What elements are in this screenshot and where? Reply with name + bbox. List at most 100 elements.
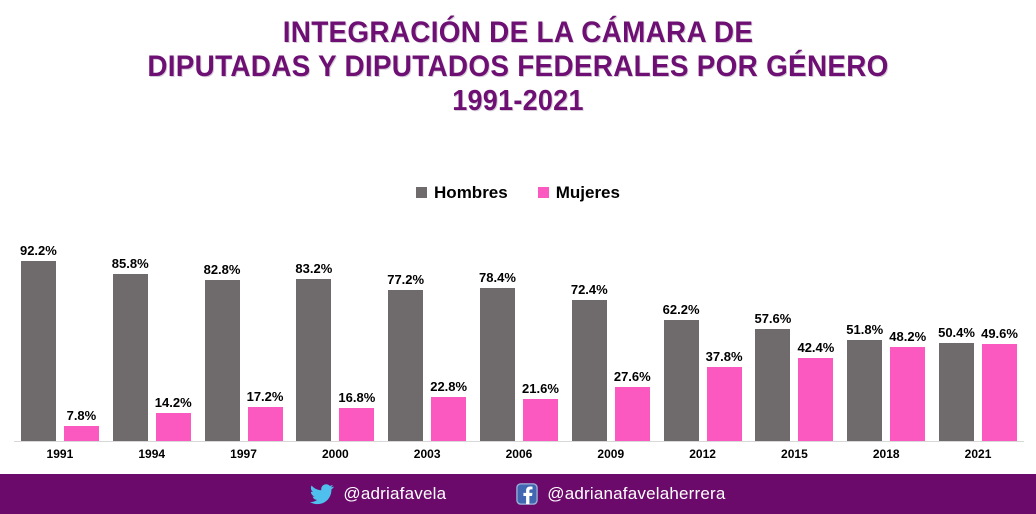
- bar-wrapper: 85.8%: [111, 218, 149, 441]
- twitter-icon: [310, 482, 335, 506]
- bar-value-label: 92.2%: [19, 243, 57, 258]
- bar-wrapper: 92.2%: [19, 218, 57, 441]
- bar-value-label: 7.8%: [66, 408, 97, 423]
- x-axis-tick-2000: 2000: [321, 447, 349, 461]
- bar-hombres-2018[interactable]: [847, 340, 883, 441]
- chart-legend: Hombres Mujeres: [0, 184, 1036, 201]
- bar-value-label: 16.8%: [338, 390, 376, 405]
- x-axis-tick-1997: 1997: [230, 447, 257, 461]
- legend-item-mujeres[interactable]: Mujeres: [537, 183, 620, 202]
- facebook-account[interactable]: @adrianafavelaherrera: [516, 483, 725, 505]
- bar-wrapper: 14.2%: [154, 218, 192, 441]
- x-axis-tick-2006: 2006: [505, 447, 533, 461]
- legend-label-mujeres: Mujeres: [555, 183, 620, 202]
- bar-value-label: 48.2%: [889, 329, 927, 344]
- bar-hombres-1994[interactable]: [112, 274, 148, 441]
- bar-group: 92.2% 7.8%: [14, 218, 106, 441]
- bar-hombres-2000[interactable]: [296, 279, 332, 441]
- bar-group: 50.4% 49.6%: [932, 218, 1024, 441]
- bar-wrapper: 16.8%: [338, 218, 376, 441]
- legend-swatch-icon-hombres: [416, 187, 428, 198]
- bar-value-label: 14.2%: [154, 395, 192, 410]
- bar-group: 62.2% 37.8%: [657, 218, 749, 441]
- bar-value-label: 37.8%: [705, 349, 743, 364]
- bar-wrapper: 62.2%: [662, 218, 700, 441]
- bar-wrapper: 83.2%: [295, 218, 333, 441]
- bar-group: 57.6% 42.4%: [749, 218, 841, 441]
- bar-value-label: 51.8%: [846, 322, 884, 337]
- bar-group: 77.2% 22.8%: [381, 218, 473, 441]
- bar-hombres-2003[interactable]: [388, 290, 424, 441]
- social-footer: @adriafavela @adrianafavelaherrera: [0, 474, 1036, 514]
- bar-value-label: 72.4%: [570, 282, 608, 297]
- bar-value-label: 82.8%: [203, 262, 241, 277]
- bar-mujeres-1991[interactable]: [63, 426, 99, 441]
- bar-hombres-1991[interactable]: [20, 261, 56, 441]
- bar-mujeres-2015[interactable]: [798, 358, 834, 441]
- bar-wrapper: 50.4%: [938, 218, 975, 441]
- bar-wrapper: 17.2%: [246, 218, 284, 441]
- bar-group: 85.8% 14.2%: [106, 218, 198, 441]
- bar-wrapper: 7.8%: [63, 218, 99, 441]
- bar-mujeres-2009[interactable]: [614, 387, 650, 441]
- bar-group: 83.2% 16.8%: [289, 218, 381, 441]
- bar-mujeres-2012[interactable]: [706, 367, 742, 441]
- facebook-handle: @adrianafavelaherrera: [547, 484, 726, 503]
- plot-area: 92.2% 7.8% 85.8% 14.2% 82.8% 17.2% 83.2% 16.8% 7…: [14, 218, 1024, 442]
- bar-hombres-2021[interactable]: [939, 343, 975, 441]
- bar-value-label: 62.2%: [662, 302, 700, 317]
- bar-wrapper: 82.8%: [203, 218, 241, 441]
- bar-mujeres-2003[interactable]: [431, 397, 467, 441]
- bar-hombres-2012[interactable]: [663, 320, 699, 441]
- legend-item-hombres[interactable]: Hombres: [416, 184, 508, 201]
- x-axis-tick-2003: 2003: [413, 447, 441, 461]
- bar-wrapper: 78.4%: [479, 218, 516, 441]
- bar-hombres-2006[interactable]: [479, 288, 515, 441]
- bar-mujeres-2021[interactable]: [982, 344, 1018, 441]
- bar-value-label: 49.6%: [981, 326, 1018, 341]
- bar-wrapper: 51.8%: [846, 218, 884, 441]
- legend-swatch-icon-mujeres: [537, 187, 549, 198]
- bar-value-label: 57.6%: [754, 311, 792, 326]
- facebook-icon: [516, 483, 538, 505]
- twitter-account[interactable]: @adriafavela: [310, 482, 446, 506]
- bar-mujeres-2006[interactable]: [522, 399, 558, 441]
- bar-group: 72.4% 27.6%: [565, 218, 657, 441]
- legend-label-hombres: Hombres: [434, 183, 508, 202]
- x-axis-labels: 1991 1994 1997 2000 2003 2006 2009 2012 2015 2018…: [14, 446, 1024, 466]
- bar-wrapper: 42.4%: [797, 218, 835, 441]
- x-axis-tick-1994: 1994: [138, 447, 166, 461]
- bar-group: 51.8% 48.2%: [840, 218, 932, 441]
- bar-value-label: 77.2%: [387, 272, 425, 287]
- x-axis-tick-2021: 2021: [964, 447, 992, 461]
- bar-value-label: 27.6%: [613, 369, 651, 384]
- bar-wrapper: 77.2%: [387, 218, 425, 441]
- bar-value-label: 17.2%: [246, 389, 284, 404]
- bar-hombres-1997[interactable]: [204, 280, 240, 441]
- bar-value-label: 85.8%: [111, 256, 149, 271]
- bar-mujeres-2000[interactable]: [339, 408, 375, 441]
- bar-value-label: 78.4%: [479, 270, 516, 285]
- bar-mujeres-2018[interactable]: [890, 347, 926, 441]
- bar-value-label: 22.8%: [430, 379, 468, 394]
- bar-mujeres-1994[interactable]: [155, 413, 191, 441]
- bar-wrapper: 49.6%: [981, 218, 1018, 441]
- x-axis-line: [14, 441, 1024, 442]
- bar-wrapper: 48.2%: [889, 218, 927, 441]
- bar-wrapper: 57.6%: [754, 218, 792, 441]
- x-axis-tick-2012: 2012: [689, 447, 716, 461]
- bar-group: 82.8% 17.2%: [198, 218, 290, 441]
- title-line-2: DIPUTADAS Y DIPUTADOS FEDERALES POR GÉNE…: [147, 50, 889, 83]
- twitter-handle: @adriafavela: [343, 484, 447, 503]
- bar-value-label: 50.4%: [938, 325, 975, 340]
- bar-mujeres-1997[interactable]: [247, 407, 283, 441]
- bar-wrapper: 21.6%: [522, 218, 559, 441]
- bar-value-label: 42.4%: [797, 340, 835, 355]
- bar-wrapper: 72.4%: [570, 218, 608, 441]
- title-line-1: INTEGRACIÓN DE LA CÁMARA DE: [282, 16, 754, 49]
- page-title: INTEGRACIÓN DE LA CÁMARA DE DIPUTADAS Y …: [0, 16, 1036, 118]
- bar-hombres-2015[interactable]: [755, 329, 791, 441]
- bar-hombres-2009[interactable]: [571, 300, 607, 441]
- bar-value-label: 83.2%: [295, 261, 333, 276]
